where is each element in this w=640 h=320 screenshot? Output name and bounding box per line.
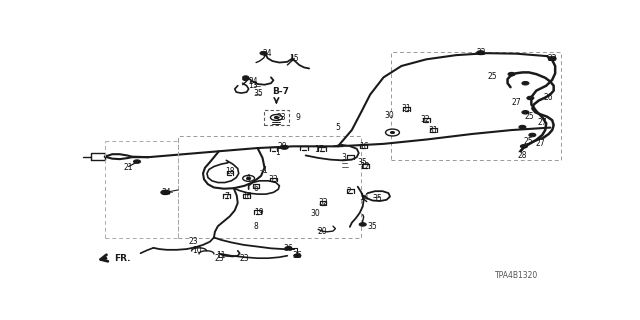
Text: 30: 30 bbox=[310, 209, 320, 218]
Circle shape bbox=[243, 76, 249, 79]
Text: 35: 35 bbox=[368, 222, 378, 231]
Text: 5: 5 bbox=[335, 123, 340, 132]
Text: 32: 32 bbox=[318, 198, 328, 207]
Circle shape bbox=[508, 72, 515, 76]
Circle shape bbox=[522, 111, 529, 114]
Text: 7: 7 bbox=[225, 192, 229, 201]
Circle shape bbox=[280, 145, 288, 149]
Text: 25: 25 bbox=[488, 72, 497, 81]
Text: 27: 27 bbox=[536, 139, 545, 148]
Text: 12: 12 bbox=[360, 162, 369, 171]
Text: 30: 30 bbox=[385, 111, 394, 120]
Text: B-7: B-7 bbox=[272, 87, 289, 96]
Text: 36: 36 bbox=[284, 244, 293, 253]
Text: 9: 9 bbox=[296, 113, 301, 122]
Text: 35: 35 bbox=[372, 194, 383, 203]
Text: 27: 27 bbox=[511, 99, 522, 108]
Text: 23: 23 bbox=[276, 113, 286, 122]
Text: 20: 20 bbox=[317, 227, 327, 236]
Circle shape bbox=[390, 132, 394, 133]
Text: 22: 22 bbox=[547, 54, 557, 63]
Circle shape bbox=[527, 96, 534, 100]
Text: 27: 27 bbox=[538, 118, 547, 127]
Text: 15: 15 bbox=[289, 54, 299, 63]
Bar bbox=[178, 136, 361, 238]
Text: 6: 6 bbox=[253, 184, 259, 193]
Circle shape bbox=[271, 115, 282, 120]
Circle shape bbox=[548, 57, 556, 60]
Text: 23: 23 bbox=[214, 254, 224, 263]
Circle shape bbox=[275, 116, 278, 118]
Text: 24: 24 bbox=[262, 49, 272, 58]
Text: 10: 10 bbox=[192, 246, 202, 255]
Circle shape bbox=[359, 223, 366, 226]
Text: 23: 23 bbox=[188, 237, 198, 246]
Text: 28: 28 bbox=[518, 151, 527, 160]
Text: 33: 33 bbox=[269, 175, 278, 184]
Circle shape bbox=[243, 77, 249, 81]
Text: 17: 17 bbox=[314, 145, 324, 154]
Circle shape bbox=[243, 175, 255, 181]
Text: TPA4B1320: TPA4B1320 bbox=[495, 271, 538, 280]
Circle shape bbox=[161, 190, 170, 195]
Text: 31: 31 bbox=[401, 104, 411, 113]
Text: 35: 35 bbox=[358, 158, 367, 167]
Text: 1: 1 bbox=[262, 166, 267, 175]
Text: 25: 25 bbox=[524, 112, 534, 121]
Circle shape bbox=[134, 160, 141, 163]
Text: 4: 4 bbox=[245, 174, 250, 183]
Text: 26: 26 bbox=[543, 93, 553, 102]
Text: 35: 35 bbox=[253, 89, 264, 98]
Text: 34: 34 bbox=[161, 188, 171, 197]
Circle shape bbox=[477, 51, 484, 55]
Circle shape bbox=[519, 125, 526, 129]
Text: 14: 14 bbox=[359, 193, 369, 202]
Text: 36: 36 bbox=[292, 251, 302, 260]
Text: 13: 13 bbox=[248, 81, 257, 90]
Text: 25: 25 bbox=[524, 137, 533, 146]
Text: 19: 19 bbox=[253, 208, 264, 217]
Circle shape bbox=[529, 133, 536, 137]
Text: 32: 32 bbox=[420, 115, 430, 124]
Circle shape bbox=[260, 52, 267, 55]
Bar bbox=[264, 110, 289, 125]
Text: 31: 31 bbox=[428, 125, 438, 135]
Text: 1: 1 bbox=[275, 148, 280, 157]
Text: 16: 16 bbox=[242, 192, 252, 201]
Text: 22: 22 bbox=[476, 48, 486, 57]
Text: 21: 21 bbox=[124, 163, 133, 172]
Bar bbox=[392, 52, 561, 160]
Text: 24: 24 bbox=[248, 77, 258, 86]
Text: 29: 29 bbox=[278, 142, 287, 151]
Circle shape bbox=[522, 82, 529, 85]
Circle shape bbox=[385, 129, 399, 136]
Text: 3: 3 bbox=[341, 153, 346, 162]
Circle shape bbox=[520, 145, 527, 148]
Text: FR.: FR. bbox=[114, 254, 130, 263]
Circle shape bbox=[294, 254, 301, 258]
Text: 23: 23 bbox=[240, 254, 250, 263]
Text: 2: 2 bbox=[347, 187, 352, 196]
Circle shape bbox=[285, 247, 292, 250]
Text: 16: 16 bbox=[360, 142, 369, 151]
Text: 8: 8 bbox=[253, 222, 259, 231]
Text: 11: 11 bbox=[216, 251, 226, 260]
Text: 18: 18 bbox=[225, 167, 234, 176]
Circle shape bbox=[246, 177, 251, 179]
